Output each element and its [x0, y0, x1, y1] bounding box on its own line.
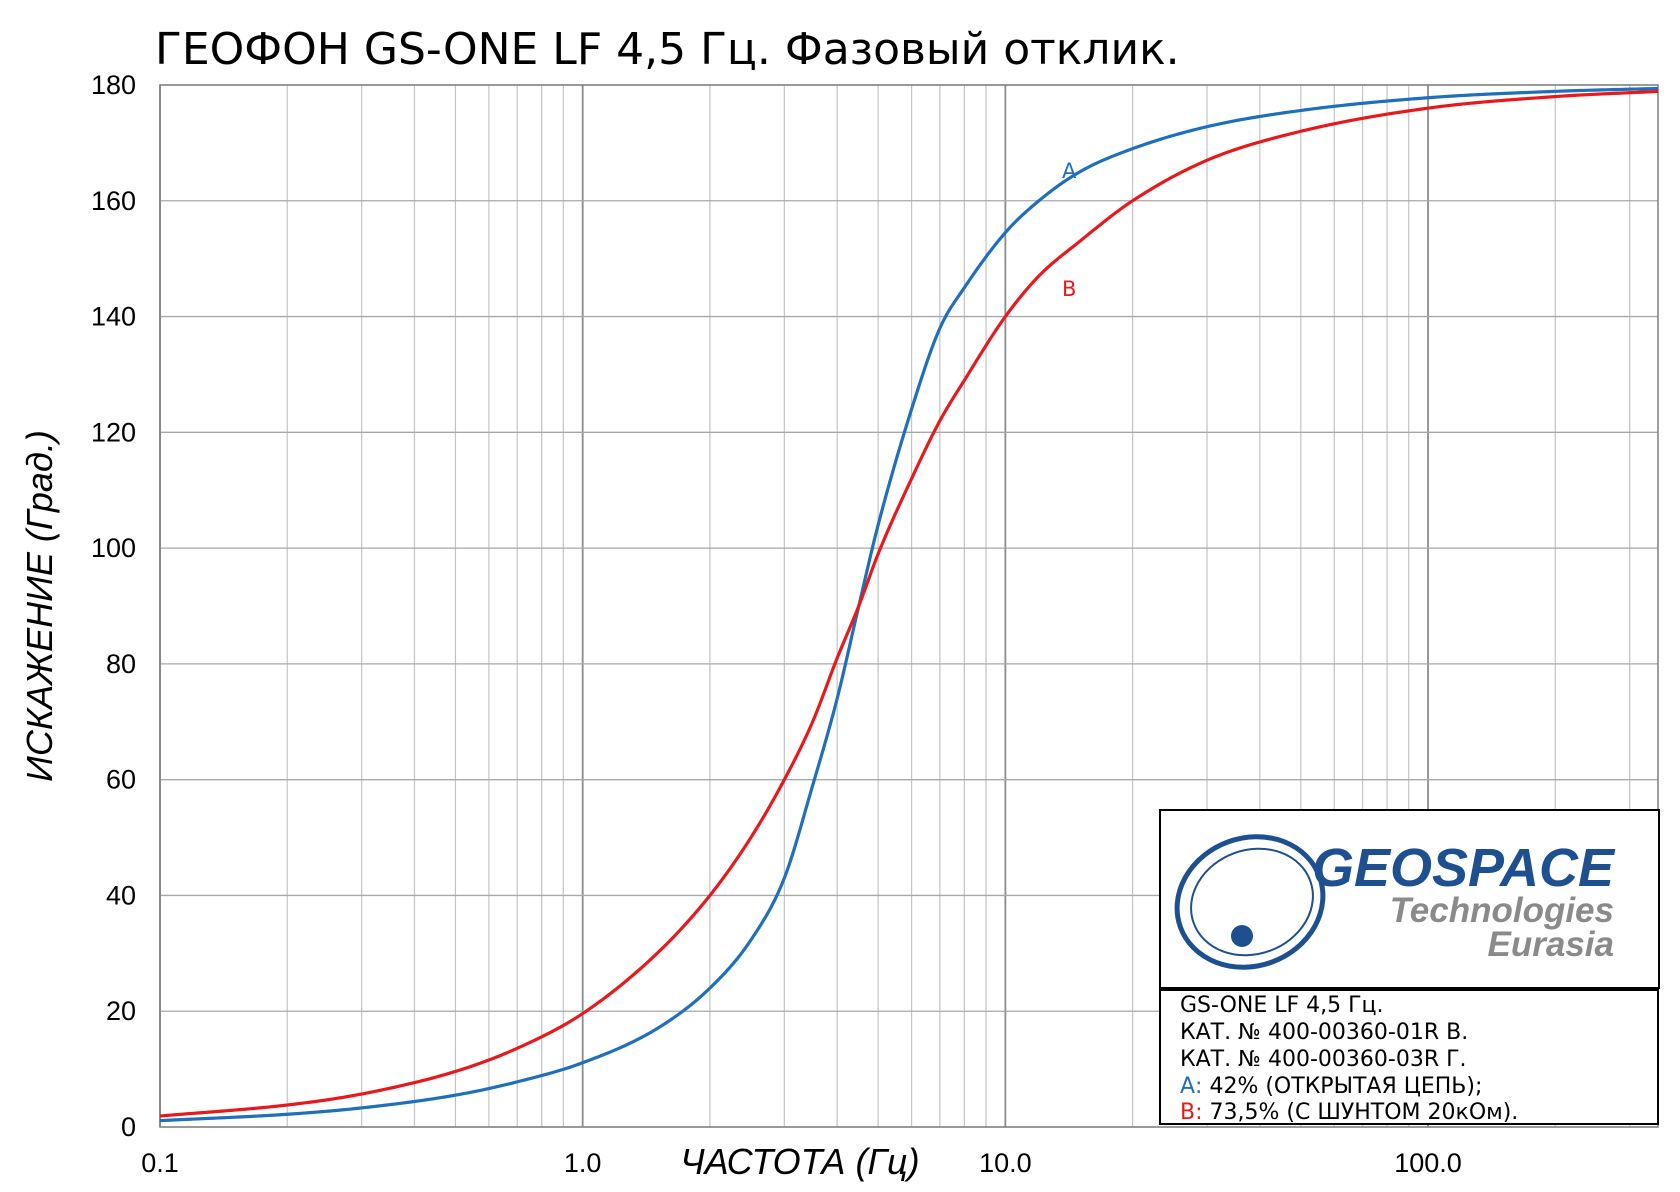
x-tick-label: 100.0: [1394, 1148, 1462, 1178]
x-tick-label: 10.0: [979, 1148, 1032, 1178]
logo-orbit-outer: [1174, 834, 1326, 970]
x-tick-label: 1.0: [564, 1148, 602, 1178]
y-tick-label: 80: [106, 649, 136, 679]
y-axis-ticks: 0 20 40 60 80 100 120 140 160 180: [91, 70, 136, 1142]
legend-entry-b-text: 73,5% (С ШУНТОМ 20кОм).: [1203, 1100, 1519, 1125]
x-tick-label: 0.1: [141, 1148, 179, 1178]
y-tick-label: 20: [106, 996, 136, 1026]
y-tick-label: 140: [91, 302, 136, 332]
legend: GS-ONE LF 4,5 Гц. КАТ. № 400-00360-01R В…: [1159, 989, 1659, 1125]
legend-entry-b-key: В:: [1180, 1100, 1203, 1125]
logo-name: GEOSPACE: [1312, 838, 1616, 898]
y-tick-label: 180: [91, 70, 136, 100]
curve-a-label: А: [1062, 159, 1077, 183]
legend-entry-b: В: 73,5% (С ШУНТОМ 20кОм).: [1180, 1100, 1518, 1125]
y-tick-label: 60: [106, 765, 136, 795]
y-tick-label: 0: [121, 1112, 136, 1142]
series-line-b: [159, 89, 1659, 1118]
geospace-logo: GEOSPACE Technologies Eurasia: [1159, 809, 1660, 989]
series-lines: [159, 86, 1659, 1123]
logo-dot-icon: [1231, 925, 1253, 947]
y-tick-label: 120: [91, 417, 136, 447]
logo-orbit-inner: [1190, 847, 1314, 957]
y-tick-label: 160: [91, 186, 136, 216]
legend-entry-a: А: 42% (ОТКРЫТАЯ ЦЕПЬ);: [1180, 1074, 1482, 1099]
legend-entry-a-text: 42% (ОТКРЫТАЯ ЦЕПЬ);: [1202, 1074, 1482, 1099]
x-axis-ticks: 0.1 1.0 10.0 100.0: [141, 1148, 1462, 1178]
y-tick-label: 40: [106, 880, 136, 910]
legend-catalog-2: КАТ. № 400-00360-03R Г.: [1180, 1047, 1467, 1072]
plot-frame: [159, 84, 1659, 1128]
legend-entry-a-key: А:: [1180, 1074, 1202, 1099]
x-axis-label: ЧАСТОТА (Гц): [680, 1141, 919, 1182]
logo-subtitle: Technologies: [1390, 891, 1614, 930]
chart-title: ГЕОФОН GS-ONE LF 4,5 Гц. Фазовый отклик.: [155, 24, 1180, 75]
y-tick-label: 100: [91, 533, 136, 563]
series-line-a: [159, 86, 1659, 1123]
legend-catalog-1: КАТ. № 400-00360-01R В.: [1180, 1020, 1468, 1045]
legend-model: GS-ONE LF 4,5 Гц.: [1180, 993, 1384, 1018]
y-axis-label: ИСКАЖЕНИЕ (Град.): [19, 430, 60, 782]
legend-box: [1159, 989, 1659, 1125]
logo-region: Eurasia: [1488, 925, 1614, 964]
curve-b-label: В: [1062, 277, 1076, 301]
